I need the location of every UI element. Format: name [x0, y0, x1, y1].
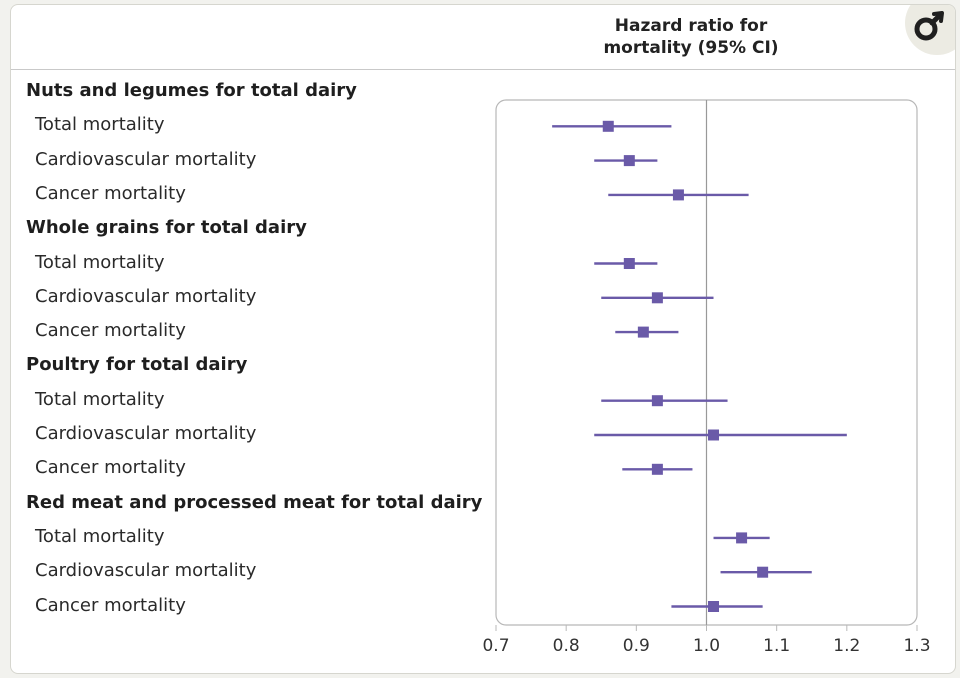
group-label: Poultry for total dairy	[26, 354, 248, 376]
x-tick-label: 0.7	[482, 636, 509, 656]
header-divider	[11, 69, 955, 70]
row-label: Total mortality	[35, 388, 165, 410]
hr-marker	[623, 258, 635, 269]
group-label: Red meat and processed meat for total da…	[26, 491, 483, 513]
row-label: Total mortality	[35, 251, 165, 273]
hr-marker	[672, 189, 684, 201]
row-label: Cancer mortality	[35, 320, 186, 342]
x-tick-label: 1.3	[903, 636, 930, 656]
hr-marker	[651, 292, 663, 304]
row-label: Cardiovascular mortality	[35, 148, 257, 170]
hr-marker	[757, 566, 769, 578]
group-label: Whole grains for total dairy	[26, 217, 307, 239]
x-tick-label: 0.9	[623, 636, 650, 656]
row-label: Cancer mortality	[35, 182, 186, 204]
row-label: Cardiovascular mortality	[35, 285, 257, 307]
hr-marker	[651, 395, 663, 407]
row-label: Total mortality	[35, 114, 165, 136]
chart-title-line-2: mortality (95% CI)	[603, 38, 779, 58]
row-label: Cardiovascular mortality	[35, 423, 257, 444]
chart-title-line-1: Hazard ratio for	[614, 16, 768, 36]
forest-plot: 0.7 0.8 0.9 1.0 1.1 1.2 1.3	[482, 99, 931, 656]
x-tick-label: 0.8	[553, 636, 580, 656]
chart-title: Hazard ratio for mortality (95% CI)	[571, 15, 811, 59]
hr-marker	[736, 532, 748, 544]
row-label: Total mortality	[35, 525, 165, 547]
group-label: Nuts and legumes for total dairy	[26, 80, 357, 101]
row-label: Cancer mortality	[35, 457, 186, 479]
hr-marker	[708, 601, 720, 612]
x-tick-label: 1.1	[763, 636, 790, 656]
row-label: Cancer mortality	[35, 594, 186, 616]
hr-marker	[651, 463, 663, 475]
x-tick-label: 1.2	[833, 636, 860, 656]
hr-marker	[637, 326, 649, 338]
row-label: Cardiovascular mortality	[35, 560, 257, 582]
x-tick-label: 1.0	[693, 636, 720, 656]
hr-marker	[623, 155, 635, 167]
hr-marker	[708, 429, 720, 441]
hr-marker	[602, 120, 614, 132]
figure-card: Hazard ratio for mortality (95% CI) Nuts…	[10, 4, 956, 674]
male-symbol-icon	[914, 11, 944, 41]
